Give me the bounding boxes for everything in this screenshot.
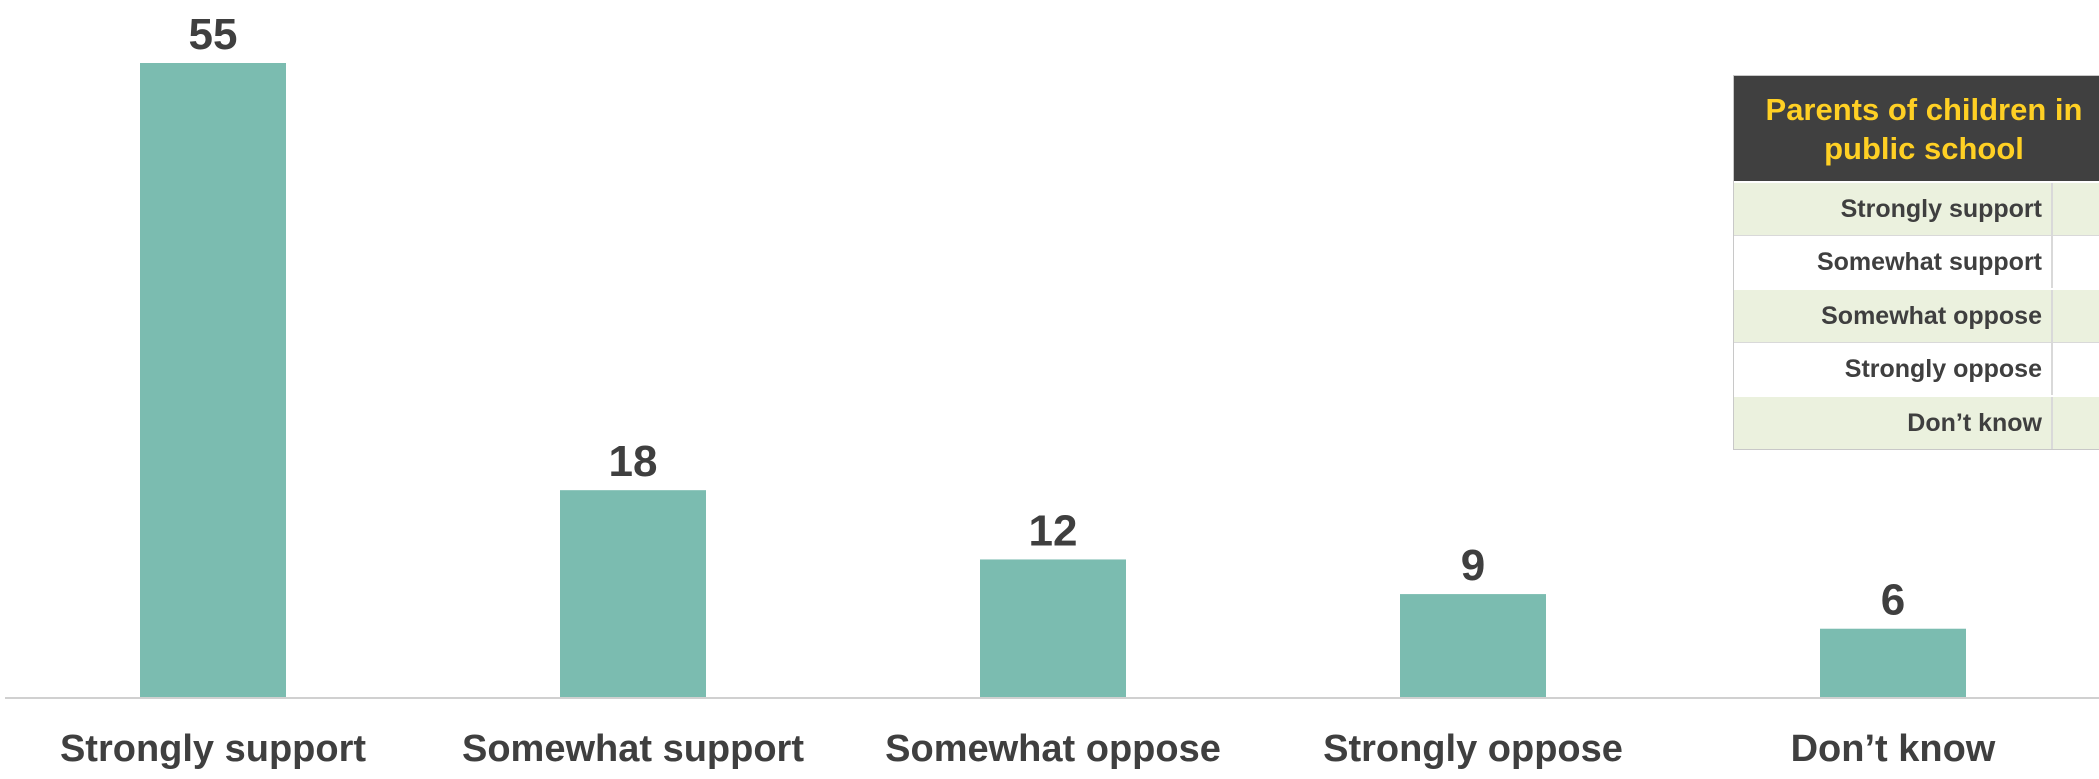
inset-row-label: Somewhat support [1734,236,2053,288]
category-label-somewhat-support: Somewhat support [462,728,804,770]
category-label-strongly-oppose: Strongly oppose [1323,728,1623,770]
value-label-don-t-know: 6 [1881,576,1905,625]
inset-row-dont-know: Don’t know [1734,395,2099,449]
value-labels-layer: 55 18 12 9 6 [189,10,1906,625]
inset-row-value [2053,397,2099,449]
value-label-strongly-oppose: 9 [1461,541,1485,590]
inset-row-label: Somewhat oppose [1734,290,2053,342]
category-labels-layer: Strongly support Somewhat support Somewhat… [60,728,1996,770]
bar-strongly-support [140,63,286,698]
inset-row-strongly-oppose: Strongly oppose [1734,342,2099,395]
value-label-somewhat-support: 18 [609,437,658,486]
inset-row-label: Strongly support [1734,183,2053,235]
inset-table: Parents of children in public school Str… [1733,75,2099,450]
bar-strongly-oppose [1400,594,1546,698]
inset-row-somewhat-oppose: Somewhat oppose [1734,288,2099,342]
category-label-somewhat-oppose: Somewhat oppose [885,728,1221,770]
inset-row-value [2053,343,2099,395]
inset-row-label: Don’t know [1734,397,2053,449]
bar-somewhat-support [560,490,706,698]
inset-row-value [2053,290,2099,342]
inset-row-label: Strongly oppose [1734,343,2053,395]
bar-somewhat-oppose [980,559,1126,698]
inset-table-title: Parents of children in public school [1734,76,2099,181]
inset-row-strongly-support: Strongly support [1734,181,2099,235]
value-label-strongly-support: 55 [189,10,238,59]
value-label-somewhat-oppose: 12 [1029,506,1078,555]
inset-row-value [2053,236,2099,288]
category-label-strongly-support: Strongly support [60,728,366,770]
inset-row-somewhat-support: Somewhat support [1734,235,2099,288]
category-label-don-t-know: Don’t know [1791,728,1996,770]
bars-layer [140,63,1966,698]
inset-row-value [2053,183,2099,235]
bar-don-t-know [1820,628,1966,698]
